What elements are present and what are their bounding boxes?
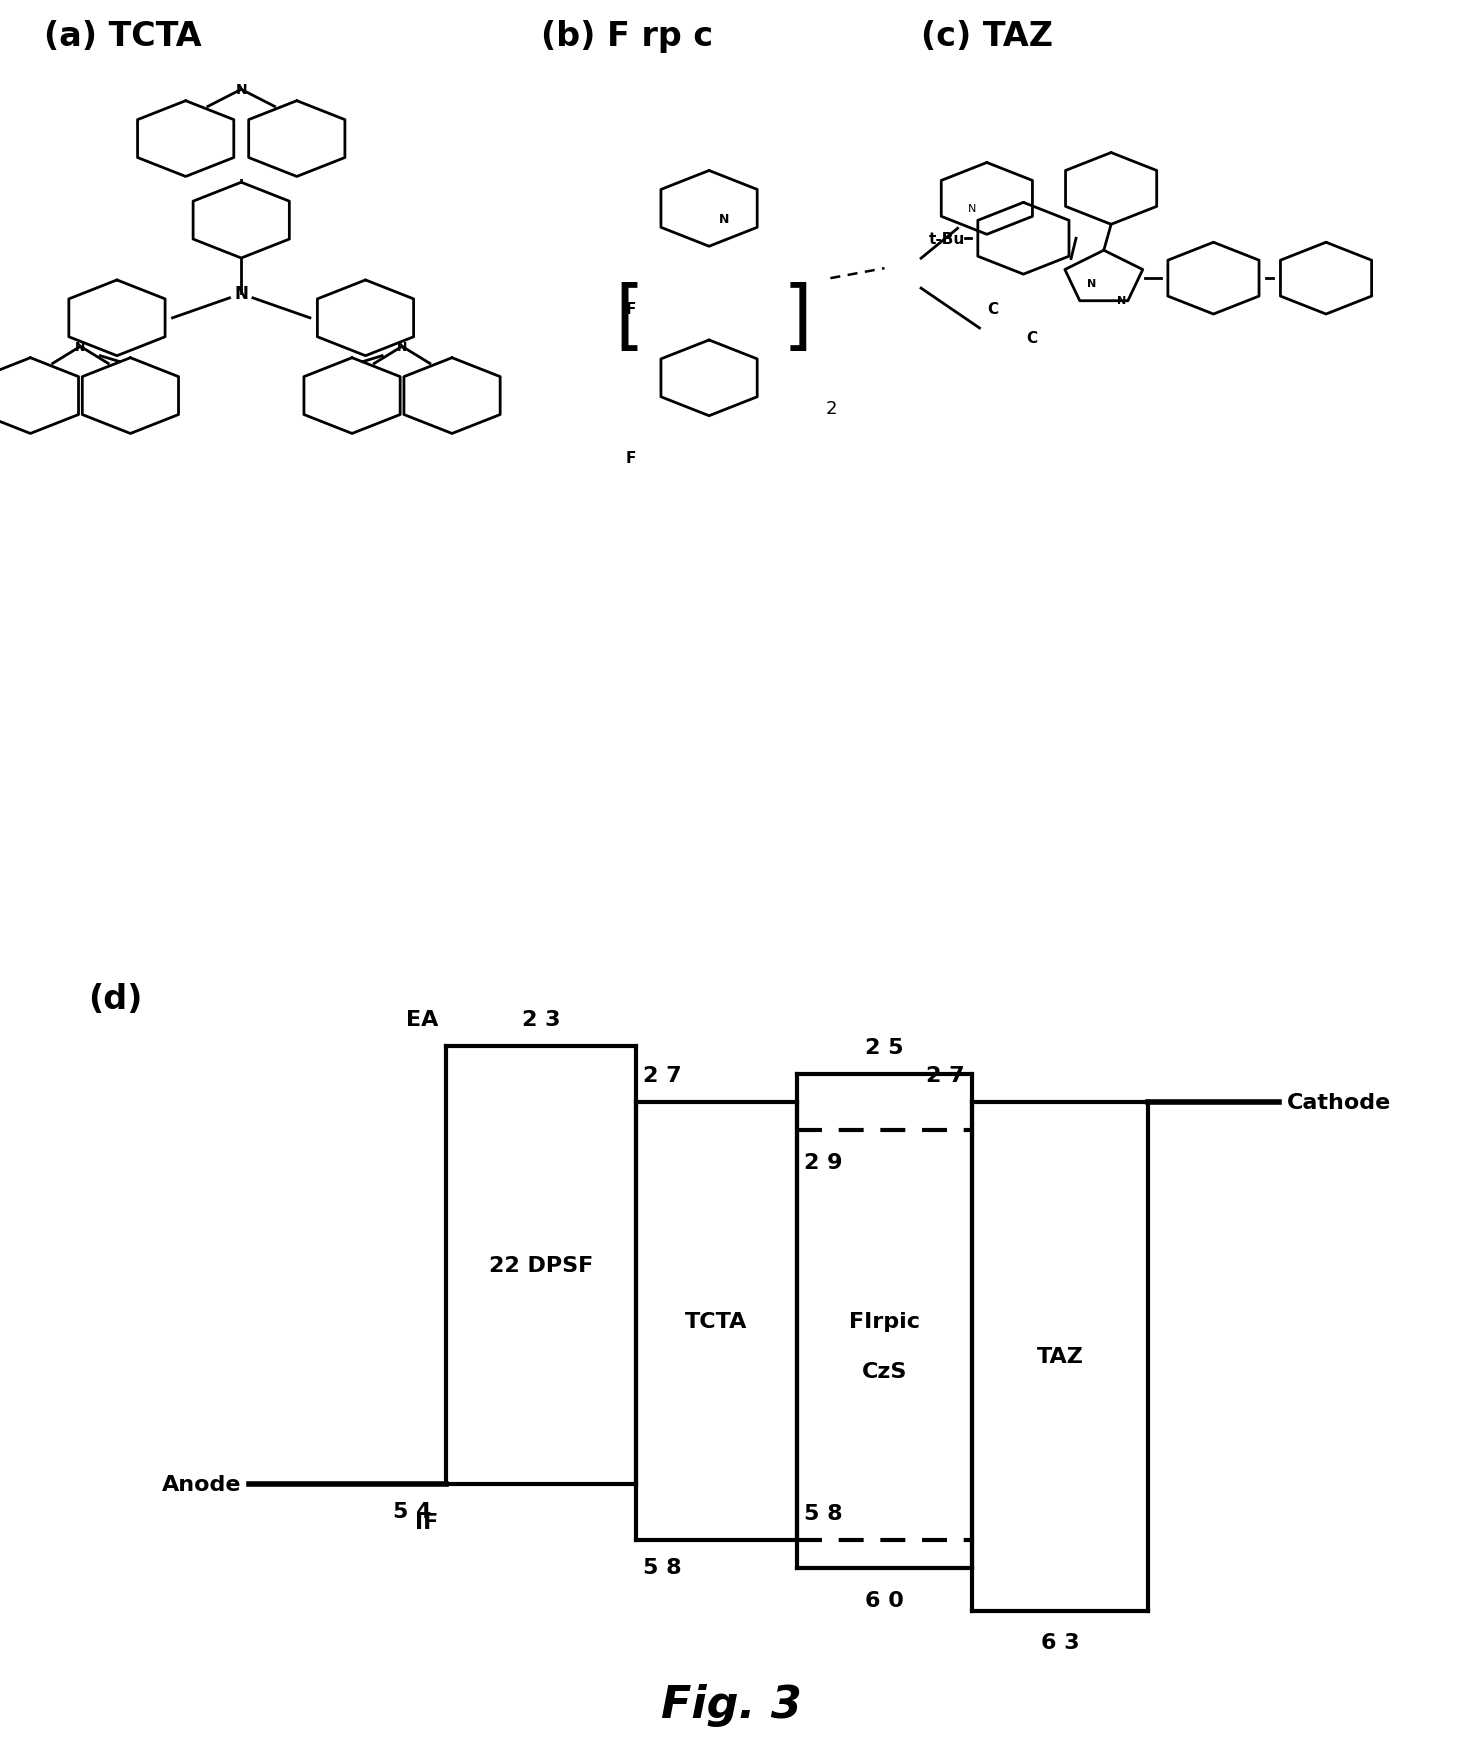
Text: ]: ] <box>782 281 811 357</box>
Text: (d): (d) <box>88 982 142 1016</box>
Text: 2 9: 2 9 <box>804 1152 842 1171</box>
Text: CzS: CzS <box>861 1362 908 1381</box>
Text: 2 7: 2 7 <box>927 1066 965 1086</box>
Text: C: C <box>1026 332 1038 346</box>
Text: (a) TCTA: (a) TCTA <box>44 19 202 52</box>
Text: IF: IF <box>415 1512 439 1531</box>
Text: N: N <box>1117 295 1126 306</box>
Text: N: N <box>1088 280 1096 288</box>
Text: TAZ: TAZ <box>1037 1346 1083 1367</box>
Text: Cathode: Cathode <box>1287 1092 1390 1112</box>
Text: 6 3: 6 3 <box>1041 1633 1079 1652</box>
Text: t-Bu: t-Bu <box>928 232 965 246</box>
Text: 2 7: 2 7 <box>643 1066 681 1086</box>
Text: (b) F rp c: (b) F rp c <box>541 19 713 52</box>
Text: N: N <box>235 84 247 98</box>
Text: N: N <box>718 213 730 225</box>
Text: N: N <box>396 341 408 353</box>
Text: 5 8: 5 8 <box>643 1557 681 1577</box>
Text: N: N <box>75 341 86 353</box>
Text: FIrpic: FIrpic <box>849 1311 920 1332</box>
Text: [: [ <box>614 281 643 357</box>
Text: 2 5: 2 5 <box>866 1037 904 1058</box>
Text: EA: EA <box>406 1009 439 1030</box>
Text: (c) TAZ: (c) TAZ <box>921 19 1053 52</box>
Text: 2 3: 2 3 <box>522 1009 560 1030</box>
Text: 5 4: 5 4 <box>393 1502 431 1521</box>
Text: F: F <box>626 451 636 465</box>
Text: 22 DPSF: 22 DPSF <box>488 1255 594 1274</box>
Text: 2: 2 <box>826 400 838 418</box>
Text: 5 8: 5 8 <box>804 1503 842 1523</box>
Text: F: F <box>626 301 636 316</box>
Text: Anode: Anode <box>162 1474 241 1495</box>
Text: C: C <box>987 301 999 316</box>
Text: TCTA: TCTA <box>686 1311 747 1332</box>
Text: N: N <box>968 205 977 215</box>
Text: N: N <box>234 285 249 302</box>
Text: Fig. 3: Fig. 3 <box>661 1683 801 1725</box>
Text: 6 0: 6 0 <box>866 1589 904 1610</box>
